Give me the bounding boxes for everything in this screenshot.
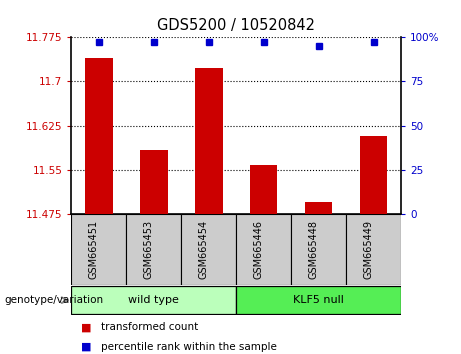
- Bar: [140, 150, 168, 214]
- Title: GDS5200 / 10520842: GDS5200 / 10520842: [157, 18, 315, 33]
- Text: ■: ■: [81, 342, 91, 352]
- Text: ■: ■: [81, 322, 91, 332]
- Text: GSM665453: GSM665453: [144, 220, 154, 279]
- Bar: [126, 214, 181, 285]
- Bar: [195, 68, 223, 214]
- Bar: [71, 286, 236, 314]
- Text: genotype/variation: genotype/variation: [5, 295, 104, 305]
- Bar: [236, 286, 401, 314]
- Bar: [291, 214, 346, 285]
- Text: percentile rank within the sample: percentile rank within the sample: [101, 342, 278, 352]
- Text: transformed count: transformed count: [101, 322, 199, 332]
- Bar: [71, 214, 126, 285]
- Bar: [250, 165, 278, 214]
- Bar: [305, 202, 332, 214]
- Text: GSM665454: GSM665454: [199, 220, 209, 279]
- Bar: [360, 136, 387, 214]
- Text: GSM665449: GSM665449: [364, 220, 373, 279]
- Text: GSM665448: GSM665448: [309, 220, 319, 279]
- Text: GSM665446: GSM665446: [254, 220, 264, 279]
- Bar: [181, 214, 236, 285]
- Text: wild type: wild type: [129, 295, 179, 305]
- Bar: [346, 214, 401, 285]
- Bar: [236, 214, 291, 285]
- Bar: [85, 58, 112, 214]
- Text: KLF5 null: KLF5 null: [293, 295, 344, 305]
- Text: GSM665451: GSM665451: [89, 220, 99, 279]
